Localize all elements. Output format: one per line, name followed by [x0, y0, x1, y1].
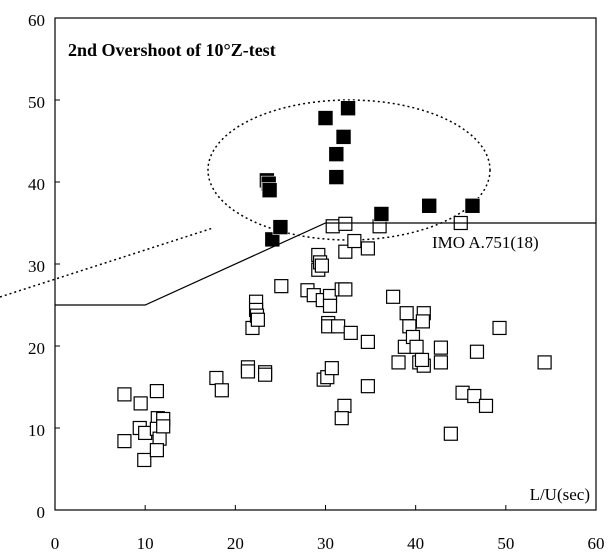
- open-point: [343, 325, 358, 340]
- filled-point: [335, 129, 352, 145]
- x-tick-label: 0: [51, 534, 60, 553]
- ellipse-leader: [0, 227, 214, 298]
- open-point: [391, 355, 406, 370]
- open-point: [492, 320, 507, 336]
- open-point: [250, 312, 265, 327]
- chart-title: 2nd Overshoot of 10°Z-test: [68, 40, 276, 60]
- x-tick-label: 20: [227, 534, 244, 553]
- x-tick-label: 50: [497, 534, 514, 553]
- y-tick-label: 50: [28, 93, 45, 112]
- open-point: [314, 258, 329, 273]
- open-point: [117, 434, 132, 449]
- open-point: [386, 289, 401, 304]
- filled-point: [373, 206, 390, 222]
- open-point: [257, 367, 273, 382]
- filled-point: [464, 197, 481, 214]
- y-tick-label: 10: [28, 421, 45, 440]
- open-point: [324, 361, 339, 376]
- x-tick-label: 10: [137, 534, 154, 553]
- criterion-line: [55, 222, 596, 306]
- open-point: [325, 219, 340, 234]
- filled-point: [340, 100, 356, 116]
- open-point: [338, 244, 353, 259]
- open-point: [360, 379, 375, 394]
- open-point: [537, 355, 552, 370]
- open-point: [149, 443, 164, 458]
- open-point: [214, 383, 229, 398]
- open-point: [338, 216, 353, 231]
- filled-point: [421, 197, 437, 214]
- open-point: [455, 385, 470, 400]
- open-point: [443, 426, 458, 441]
- open-point: [478, 398, 494, 413]
- criterion-label: IMO A.751(18): [432, 233, 539, 252]
- open-point: [117, 387, 132, 402]
- open-point: [338, 282, 353, 297]
- filled-point: [272, 219, 289, 235]
- filled-point: [317, 110, 334, 126]
- open-point: [334, 411, 349, 426]
- open-point: [414, 352, 430, 368]
- open-point: [415, 314, 430, 329]
- open-point: [360, 241, 375, 256]
- open-point: [360, 334, 375, 349]
- open-point: [433, 340, 449, 355]
- filled-point: [328, 169, 345, 185]
- x-tick-label: 30: [317, 534, 334, 553]
- y-tick-label: 20: [28, 339, 45, 358]
- open-point: [347, 233, 362, 249]
- y-tick-label: 30: [28, 257, 45, 276]
- x-tick-label: 60: [588, 534, 605, 553]
- open-point: [409, 339, 424, 354]
- open-point: [240, 364, 256, 379]
- open-point: [209, 370, 224, 386]
- filled-point: [261, 182, 278, 198]
- open-point: [149, 384, 164, 399]
- x-tick-label: 40: [407, 534, 424, 553]
- open-point: [467, 388, 482, 404]
- open-point: [138, 425, 153, 441]
- open-point: [331, 319, 346, 334]
- y-tick-label: 40: [28, 175, 45, 194]
- open-point: [137, 452, 152, 468]
- open-point: [399, 306, 414, 321]
- open-point: [322, 298, 338, 313]
- y-tick-label: 60: [28, 11, 45, 30]
- open-point: [337, 398, 352, 413]
- open-point: [274, 279, 289, 294]
- y-tick-label: 0: [37, 503, 46, 522]
- open-point: [469, 344, 485, 359]
- open-point: [433, 355, 449, 370]
- x-axis-label: L/U(sec): [530, 485, 590, 504]
- open-point: [156, 419, 171, 434]
- filled-point: [328, 146, 345, 162]
- open-point: [133, 396, 148, 411]
